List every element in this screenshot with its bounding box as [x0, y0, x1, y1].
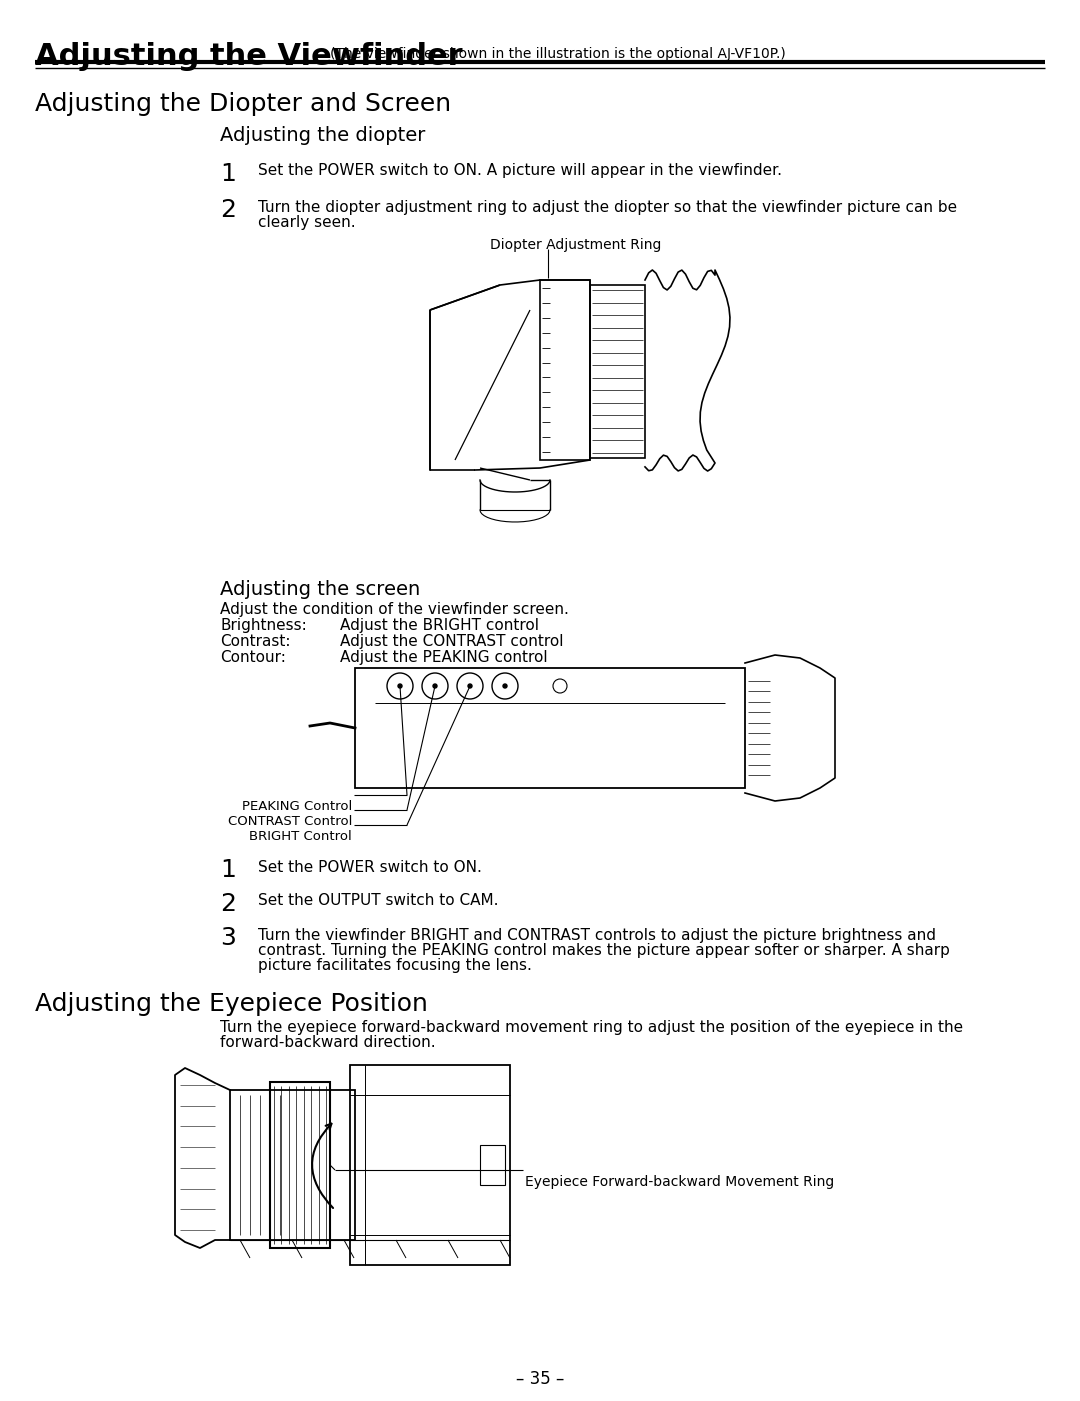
Circle shape	[503, 684, 507, 688]
Bar	[270, 1082, 330, 1248]
Text: Adjusting the screen: Adjusting the screen	[220, 580, 420, 600]
Text: Set the OUTPUT switch to CAM.: Set the OUTPUT switch to CAM.	[258, 892, 499, 908]
Text: Adjusting the Diopter and Screen: Adjusting the Diopter and Screen	[35, 92, 451, 116]
Text: Set the POWER switch to ON.: Set the POWER switch to ON.	[258, 860, 482, 876]
Text: Turn the eyepiece forward-backward movement ring to adjust the position of the e: Turn the eyepiece forward-backward movem…	[220, 1020, 963, 1035]
Text: (The viewfinder shown in the illustration is the optional AJ-VF10P.): (The viewfinder shown in the illustratio…	[330, 48, 786, 62]
Text: Brightness:: Brightness:	[220, 618, 307, 633]
Text: CONTRAST Control: CONTRAST Control	[228, 815, 352, 828]
Circle shape	[433, 684, 437, 688]
Text: – 35 –: – 35 –	[516, 1370, 564, 1388]
Text: picture facilitates focusing the lens.: picture facilitates focusing the lens.	[258, 958, 531, 974]
Text: Set the POWER switch to ON. A picture will appear in the viewfinder.: Set the POWER switch to ON. A picture wi…	[258, 163, 782, 178]
Text: Adjust the condition of the viewfinder screen.: Adjust the condition of the viewfinder s…	[220, 602, 569, 616]
Text: 1: 1	[220, 857, 235, 883]
Text: Turn the diopter adjustment ring to adjust the diopter so that the viewfinder pi: Turn the diopter adjustment ring to adju…	[258, 200, 957, 214]
Text: clearly seen.: clearly seen.	[258, 214, 355, 230]
Circle shape	[399, 684, 402, 688]
Text: 2: 2	[220, 892, 237, 916]
Bar	[590, 284, 645, 458]
Text: Adjusting the Viewfinder: Adjusting the Viewfinder	[35, 42, 462, 71]
Text: Adjusting the Eyepiece Position: Adjusting the Eyepiece Position	[35, 992, 428, 1016]
Text: Adjusting the diopter: Adjusting the diopter	[220, 126, 426, 144]
Text: 2: 2	[220, 198, 237, 221]
Text: Adjust the PEAKING control: Adjust the PEAKING control	[340, 650, 548, 665]
Text: Contour:: Contour:	[220, 650, 286, 665]
Text: Eyepiece Forward-backward Movement Ring: Eyepiece Forward-backward Movement Ring	[525, 1175, 834, 1189]
Text: forward-backward direction.: forward-backward direction.	[220, 1035, 435, 1049]
Text: PEAKING Control: PEAKING Control	[242, 800, 352, 813]
Text: 1: 1	[220, 163, 235, 186]
Text: Turn the viewfinder BRIGHT and CONTRAST controls to adjust the picture brightnes: Turn the viewfinder BRIGHT and CONTRAST …	[258, 927, 936, 943]
Circle shape	[468, 684, 472, 688]
Text: Adjust the BRIGHT control: Adjust the BRIGHT control	[340, 618, 539, 633]
Text: Adjust the CONTRAST control: Adjust the CONTRAST control	[340, 635, 564, 649]
Text: Diopter Adjustment Ring: Diopter Adjustment Ring	[490, 238, 661, 252]
Bar	[355, 668, 745, 787]
Bar	[230, 1090, 355, 1240]
Text: 3: 3	[220, 926, 235, 950]
Text: BRIGHT Control: BRIGHT Control	[249, 829, 352, 843]
Bar	[480, 1145, 505, 1185]
Text: contrast. Turning the PEAKING control makes the picture appear softer or sharper: contrast. Turning the PEAKING control ma…	[258, 943, 950, 958]
Bar	[540, 280, 590, 460]
Text: Contrast:: Contrast:	[220, 635, 291, 649]
Bar	[350, 1065, 510, 1265]
